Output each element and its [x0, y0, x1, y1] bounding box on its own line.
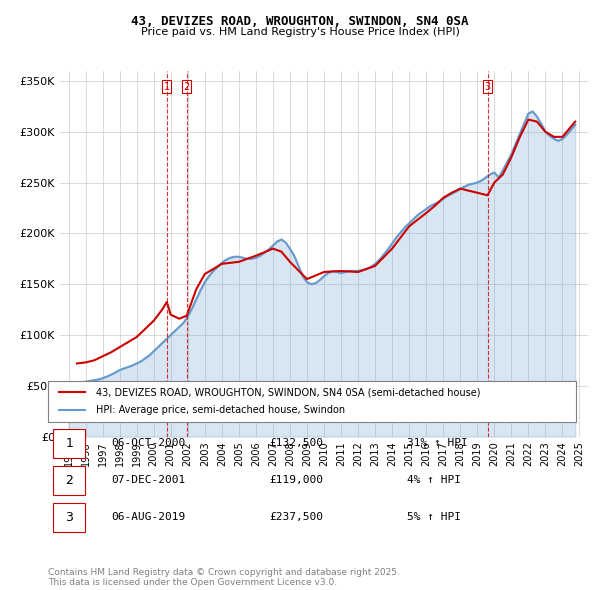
Text: £237,500: £237,500: [270, 512, 324, 522]
Text: Contains HM Land Registry data © Crown copyright and database right 2025.
This d: Contains HM Land Registry data © Crown c…: [48, 568, 400, 587]
Text: 06-AUG-2019: 06-AUG-2019: [112, 512, 185, 522]
Text: HPI: Average price, semi-detached house, Swindon: HPI: Average price, semi-detached house,…: [95, 405, 344, 415]
Text: 07-DEC-2001: 07-DEC-2001: [112, 476, 185, 486]
Text: 43, DEVIZES ROAD, WROUGHTON, SWINDON, SN4 0SA (semi-detached house): 43, DEVIZES ROAD, WROUGHTON, SWINDON, SN…: [95, 387, 480, 397]
Text: 1: 1: [65, 437, 73, 450]
Text: 1: 1: [164, 82, 170, 92]
FancyBboxPatch shape: [53, 503, 85, 532]
Text: 5% ↑ HPI: 5% ↑ HPI: [407, 512, 461, 522]
Text: 2: 2: [65, 474, 73, 487]
Text: £132,500: £132,500: [270, 438, 324, 448]
Text: 2: 2: [184, 82, 190, 92]
Text: 4% ↑ HPI: 4% ↑ HPI: [407, 476, 461, 486]
Text: 43, DEVIZES ROAD, WROUGHTON, SWINDON, SN4 0SA: 43, DEVIZES ROAD, WROUGHTON, SWINDON, SN…: [131, 15, 469, 28]
Text: £119,000: £119,000: [270, 476, 324, 486]
FancyBboxPatch shape: [48, 381, 576, 422]
Text: 31% ↑ HPI: 31% ↑ HPI: [407, 438, 468, 448]
Text: 06-OCT-2000: 06-OCT-2000: [112, 438, 185, 448]
FancyBboxPatch shape: [53, 429, 85, 458]
FancyBboxPatch shape: [53, 466, 85, 495]
Text: Price paid vs. HM Land Registry's House Price Index (HPI): Price paid vs. HM Land Registry's House …: [140, 27, 460, 37]
Text: 3: 3: [484, 82, 491, 92]
Text: 3: 3: [65, 511, 73, 524]
